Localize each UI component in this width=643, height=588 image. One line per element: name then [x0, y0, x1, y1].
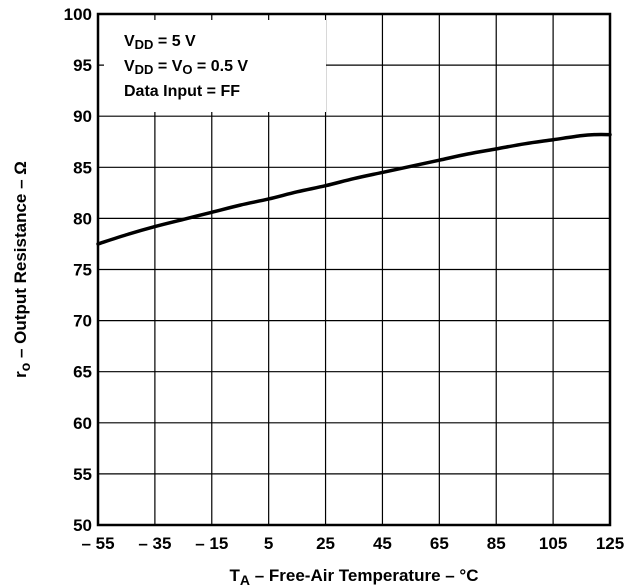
x-tick-label: – 35 — [138, 534, 171, 553]
y-axis-label: ro – Output Resistance – Ω — [11, 161, 33, 378]
y-tick-label: 90 — [73, 107, 92, 126]
annotation-vdd-vo: VDD = VO = 0.5 V — [124, 58, 248, 77]
grid-lines — [98, 14, 610, 525]
annotation-box: VDD = 5 V VDD = VO = 0.5 V Data Input = … — [104, 20, 326, 112]
y-tick-label: 65 — [73, 363, 92, 382]
y-tick-label: 100 — [64, 5, 92, 24]
plot-frame — [96, 12, 612, 527]
x-tick-label: – 15 — [195, 534, 228, 553]
tick-labels: – 55 – 35 – 15 5 25 45 65 85 105 125 50 55 60 65 70 75 8… — [64, 5, 625, 553]
annotation-background — [104, 20, 326, 112]
x-tick-label: 5 — [264, 534, 273, 553]
x-tick-label: 105 — [539, 534, 567, 553]
annotation-vdd: VDD = 5 V — [124, 33, 196, 52]
y-tick-label: 55 — [73, 465, 92, 484]
x-tick-label: – 55 — [81, 534, 114, 553]
x-tick-label: 65 — [430, 534, 449, 553]
x-tick-label: 85 — [487, 534, 506, 553]
x-axis-label: TA – Free-Air Temperature – °C — [229, 566, 478, 588]
y-tick-label: 80 — [73, 209, 92, 228]
y-tick-label: 50 — [73, 516, 92, 535]
x-tick-label: 25 — [316, 534, 335, 553]
series-line-0 — [96, 132, 612, 246]
y-tick-label: 85 — [73, 158, 92, 177]
y-tick-label: 75 — [73, 261, 92, 280]
series-layer — [96, 132, 612, 246]
y-tick-label: 70 — [73, 312, 92, 331]
x-tick-label: 45 — [373, 534, 392, 553]
y-tick-label: 95 — [73, 56, 92, 75]
y-tick-label: 60 — [73, 414, 92, 433]
x-tick-label: 125 — [596, 534, 624, 553]
annotation-data-input: Data Input = FF — [124, 83, 240, 100]
